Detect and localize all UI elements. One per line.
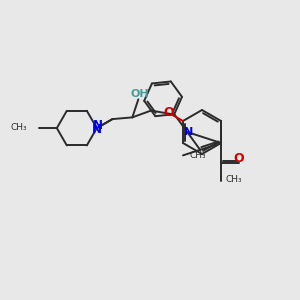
Text: N: N	[92, 123, 102, 136]
Text: N: N	[184, 127, 193, 137]
Text: CH₃: CH₃	[225, 175, 242, 184]
Text: CH₃: CH₃	[10, 123, 27, 132]
Text: OH: OH	[130, 89, 148, 99]
Text: O: O	[164, 106, 174, 119]
Text: N: N	[93, 118, 103, 132]
Text: O: O	[234, 152, 244, 164]
Text: CH₃: CH₃	[189, 151, 206, 160]
